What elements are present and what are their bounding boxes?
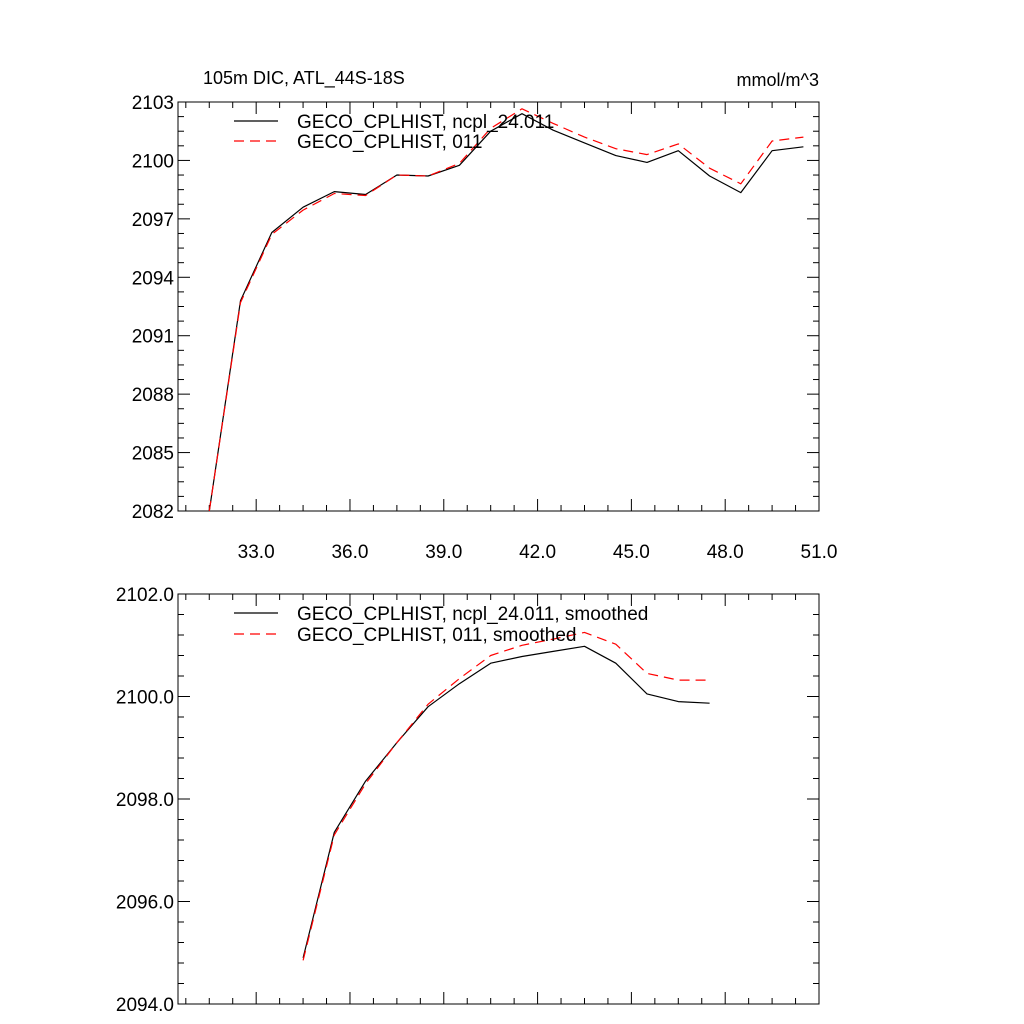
bottom-legend-label-1: GECO_CPLHIST, 011, smoothed xyxy=(297,625,577,646)
top-plot-frame xyxy=(177,101,820,512)
top-legend-label-1: GECO_CPLHIST, 011 xyxy=(297,132,483,153)
bottom-series-line-1 xyxy=(302,631,710,961)
top-y-tick-label: 2091 xyxy=(132,327,174,348)
top-chart-units: mmol/m^3 xyxy=(737,70,819,90)
top-y-tick-label: 2100 xyxy=(132,151,174,172)
bottom-y-tick-label: 2094.0 xyxy=(116,995,174,1016)
top-x-tick-label: 39.0 xyxy=(425,542,462,563)
top-series-line-1 xyxy=(208,108,804,512)
bottom-y-tick-label: 2096.0 xyxy=(116,893,174,914)
bottom-legend-label-0: GECO_CPLHIST, ncpl_24.011, smoothed xyxy=(297,604,648,625)
bottom-series-line-0 xyxy=(302,645,710,959)
top-y-tick-label: 2103 xyxy=(132,93,174,114)
bottom-y-tick-label: 2102.0 xyxy=(116,585,174,606)
bottom-y-tick-label: 2098.0 xyxy=(116,790,174,811)
top-y-tick-label: 2088 xyxy=(132,385,174,406)
bottom-legend: GECO_CPLHIST, ncpl_24.011, smoothedGECO_… xyxy=(234,604,648,646)
top-y-tick-label: 2097 xyxy=(132,210,174,231)
bottom-plot-frame xyxy=(177,593,820,1005)
bottom-y-tick-label: 2100.0 xyxy=(116,688,174,709)
top-y-tick-label: 2082 xyxy=(132,502,174,523)
top-x-tick-label: 51.0 xyxy=(801,542,838,563)
top-x-tick-label: 45.0 xyxy=(613,542,650,563)
top-x-tick-label: 48.0 xyxy=(707,542,744,563)
top-panel: 105m DIC, ATL_44S-18S mmol/m^3 2082 2085 2… xyxy=(132,68,838,563)
top-chart-title: 105m DIC, ATL_44S-18S xyxy=(203,68,405,89)
top-legend-label-0: GECO_CPLHIST, ncpl_24.011 xyxy=(297,112,554,133)
top-series-line-0 xyxy=(208,113,804,512)
top-y-tick-label: 2085 xyxy=(132,444,174,465)
bottom-panel: 2094.0 2096.0 2098.0 2100.0 2102.0 GECO_CPLH… xyxy=(116,585,820,1016)
top-x-tick-label: 33.0 xyxy=(238,542,275,563)
top-y-tick-label: 2094 xyxy=(132,268,175,289)
top-x-tick-label: 42.0 xyxy=(519,542,556,563)
top-x-tick-label: 36.0 xyxy=(331,542,368,563)
